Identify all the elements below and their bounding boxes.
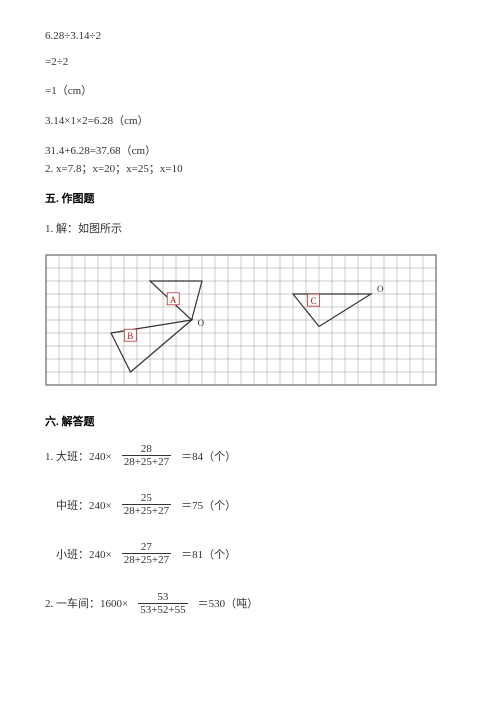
grid-figure: A O B C O (45, 254, 455, 389)
answer-row: 中班：240× 2528+25+27 ＝75（个） (45, 492, 455, 517)
answer-result: ＝81（个） (181, 546, 236, 562)
answer-row: 小班：240× 2728+25+27 ＝81（个） (45, 541, 455, 566)
calc-line-4: 3.14×1×2=6.28（cm） (45, 112, 455, 128)
answer-label: 小班：240× (45, 546, 112, 562)
answer-label: 2. 一车间：1600× (45, 595, 128, 611)
fraction-numerator: 53 (155, 591, 170, 603)
fraction-numerator: 27 (139, 541, 154, 553)
answer-row: 2. 一车间：1600× 5353+52+55 ＝530（吨） (45, 591, 455, 616)
grid-svg: A O B C O (45, 254, 437, 386)
fraction: 2828+25+27 (122, 443, 171, 468)
answer-label: 1. 大班：240× (45, 448, 112, 464)
fraction-numerator: 25 (139, 492, 154, 504)
answer-result: ＝75（个） (181, 497, 236, 513)
svg-text:O: O (198, 318, 205, 328)
section-5-title: 五. 作图题 (45, 190, 455, 206)
answer-label: 中班：240× (45, 497, 112, 513)
answer-result: ＝84（个） (181, 448, 236, 464)
answer-row: 1. 大班：240× 2828+25+27 ＝84（个） (45, 443, 455, 468)
svg-text:A: A (170, 295, 177, 305)
fraction: 5353+52+55 (138, 591, 187, 616)
fraction-denominator: 28+25+27 (122, 553, 171, 566)
svg-text:B: B (127, 331, 133, 341)
section-6-title: 六. 解答题 (45, 413, 455, 429)
calc-line-2: =2÷2 (45, 56, 455, 68)
svg-text:C: C (311, 296, 317, 306)
calc-line-3: =1（cm） (45, 82, 455, 98)
answer-result: ＝530（吨） (198, 595, 259, 611)
fraction: 2728+25+27 (122, 541, 171, 566)
fraction-denominator: 28+25+27 (122, 504, 171, 517)
svg-text:O: O (377, 284, 384, 294)
fraction-answers: 1. 大班：240×2828+25+27＝84（个） 中班：240×2528+2… (45, 443, 455, 616)
section-5-item-1: 1. 解：如图所示 (45, 220, 455, 236)
fraction-denominator: 53+52+55 (138, 603, 187, 616)
fraction-denominator: 28+25+27 (122, 455, 171, 468)
calc-line-5: 31.4+6.28=37.68（cm） (45, 142, 455, 158)
fraction-numerator: 28 (139, 443, 154, 455)
fraction: 2528+25+27 (122, 492, 171, 517)
calc-line-6: 2. x=7.8；x=20；x=25；x=10 (45, 160, 455, 176)
calc-line-1: 6.28÷3.14÷2 (45, 30, 455, 42)
